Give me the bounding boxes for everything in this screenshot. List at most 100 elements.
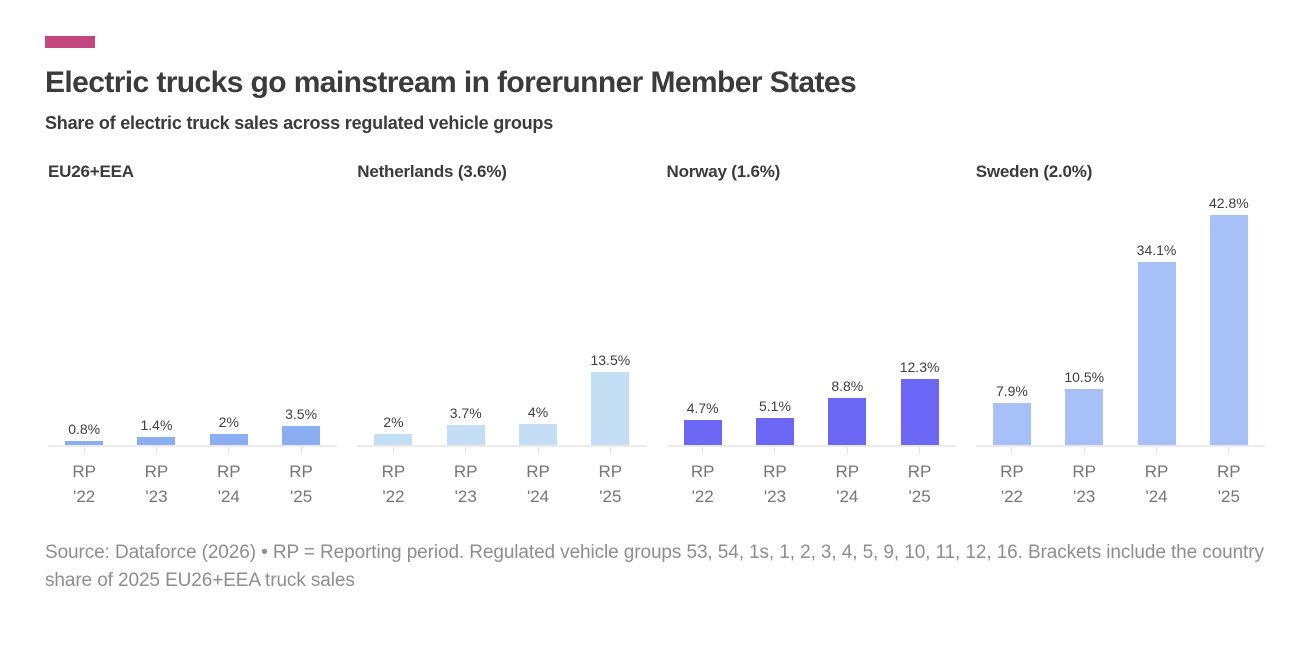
chart-group: Netherlands (3.6%) 2% 3.7% 4% 13.5% RP '22 RP '2…	[357, 162, 647, 509]
bar	[209, 434, 248, 445]
chart-group: Norway (1.6%) 4.7% 5.1% 8.8% 12.3% RP '22 RP '23…	[666, 162, 956, 509]
x-tick-label: RP '24	[502, 459, 574, 509]
x-tick-label: RP '25	[574, 459, 646, 509]
group-label: Netherlands (3.6%)	[357, 162, 507, 181]
x-tick-label-line: RP	[526, 462, 550, 481]
tick-column	[48, 447, 120, 454]
axis-ticks	[357, 447, 646, 454]
x-tick-label-line: '25	[290, 487, 313, 506]
tick-column	[1193, 447, 1265, 454]
x-tick-label: RP '22	[48, 459, 120, 509]
tick-column	[120, 447, 192, 454]
x-tick-label-line: RP	[1072, 462, 1097, 481]
x-tick-label: RP '25	[1193, 459, 1265, 509]
x-tick-label-line: '25	[1217, 487, 1240, 506]
x-tick-label: RP '23	[1048, 459, 1120, 509]
x-tick-label-line: '22	[382, 487, 405, 506]
x-tick-label-line: RP	[598, 462, 623, 481]
bar	[519, 423, 558, 445]
x-tick-label-line: '23	[145, 487, 168, 506]
axis-tick	[83, 447, 85, 454]
x-tick-label: RP '25	[883, 459, 955, 509]
bar-value-label: 8.8%	[831, 377, 864, 394]
bar-column: 8.8%	[811, 378, 883, 445]
bar	[446, 425, 485, 445]
bar-value-label: 42.8%	[1208, 194, 1249, 211]
x-tick-label-line: RP	[835, 462, 860, 481]
x-axis-labels: RP '22 RP '23 RP '24 RP '25	[48, 459, 337, 509]
x-tick-label: RP '25	[265, 459, 337, 509]
x-tick-label: RP '23	[430, 459, 502, 509]
x-tick-label-line: '24	[1145, 487, 1168, 506]
x-tick-label-line: RP	[690, 462, 715, 481]
axis-tick	[774, 447, 776, 454]
bar-value-label: 4.7%	[686, 399, 719, 416]
chart-group: Sweden (2.0%) 7.9% 10.5% 34.1% 42.8% RP '22 RP '…	[975, 162, 1265, 509]
x-tick-label: RP '23	[120, 459, 192, 509]
axis-tick	[300, 447, 302, 454]
chart-subtitle: Share of electric truck sales across reg…	[45, 113, 554, 133]
bar-column: 5.1%	[739, 398, 811, 445]
x-tick-label-line: '25	[908, 487, 931, 506]
bar-value-label: 4%	[527, 403, 549, 420]
bar-column: 4%	[502, 403, 574, 445]
plot-area: 7.9% 10.5% 34.1% 42.8%	[975, 192, 1265, 447]
bar-value-label: 12.3%	[899, 358, 940, 375]
tick-column	[811, 447, 883, 454]
tick-column	[976, 447, 1048, 454]
bar-column: 42.8%	[1193, 195, 1265, 445]
group-label: Norway (1.6%)	[666, 162, 781, 181]
bar	[1137, 261, 1176, 445]
x-tick-label-line: RP	[1144, 462, 1169, 481]
bar-value-label: 34.1%	[1136, 241, 1177, 258]
bar-column: 3.5%	[265, 406, 337, 445]
axis-tick	[609, 447, 611, 454]
bar	[900, 378, 939, 445]
axis-tick	[1156, 447, 1158, 454]
axis-tick	[537, 447, 539, 454]
plot-area: 4.7% 5.1% 8.8% 12.3%	[666, 192, 956, 447]
bar-column: 13.5%	[574, 352, 646, 445]
x-tick-label-line: RP	[381, 462, 406, 481]
x-tick-label-line: RP	[72, 462, 96, 481]
group-label: Sweden (2.0%)	[975, 162, 1093, 181]
axis-tick	[919, 447, 921, 454]
x-axis-labels: RP '22 RP '23 RP '24 RP '25	[667, 459, 956, 509]
x-tick-label-line: RP	[144, 462, 169, 481]
tick-column	[739, 447, 811, 454]
axis-tick	[228, 447, 230, 454]
bar-column: 3.7%	[430, 405, 502, 445]
tick-column	[1048, 447, 1120, 454]
bar-value-label: 3.7%	[449, 405, 482, 422]
x-tick-label: RP '22	[976, 459, 1048, 509]
x-tick-label-line: '24	[526, 487, 550, 506]
x-tick-label: RP '24	[1120, 459, 1192, 509]
x-tick-label-line: '23	[763, 487, 787, 506]
bar-value-label: 10.5%	[1064, 368, 1105, 385]
x-tick-label-line: RP	[289, 462, 313, 481]
chart-title: Electric trucks go mainstream in forerun…	[45, 66, 857, 99]
bar	[591, 372, 630, 445]
axis-tick	[702, 447, 704, 454]
bar	[1209, 214, 1248, 445]
source-note: Source: Dataforce (2026) • RP = Reportin…	[45, 542, 1264, 591]
bar-value-label: 13.5%	[590, 352, 631, 369]
x-tick-label-line: '22	[1000, 487, 1023, 506]
bar-column: 1.4%	[120, 417, 192, 445]
bar-value-label: 2%	[218, 414, 239, 431]
tick-column	[193, 447, 265, 454]
tick-column	[357, 447, 429, 454]
x-axis-labels: RP '22 RP '23 RP '24 RP '25	[976, 459, 1265, 509]
bar	[1065, 388, 1104, 445]
x-tick-label-line: '23	[454, 487, 477, 506]
bar	[828, 397, 867, 445]
x-tick-label-line: RP	[907, 462, 932, 481]
chart-group: EU26+EEA 0.8% 1.4% 2% 3.5% RP '22 RP '23 RP '24 RP '…	[48, 162, 338, 509]
x-tick-label: RP '24	[193, 459, 265, 509]
axis-tick	[465, 447, 467, 454]
group-label: EU26+EEA	[48, 162, 134, 181]
bar-column: 4.7%	[667, 400, 739, 445]
axis-tick	[392, 447, 394, 454]
tick-column	[430, 447, 502, 454]
